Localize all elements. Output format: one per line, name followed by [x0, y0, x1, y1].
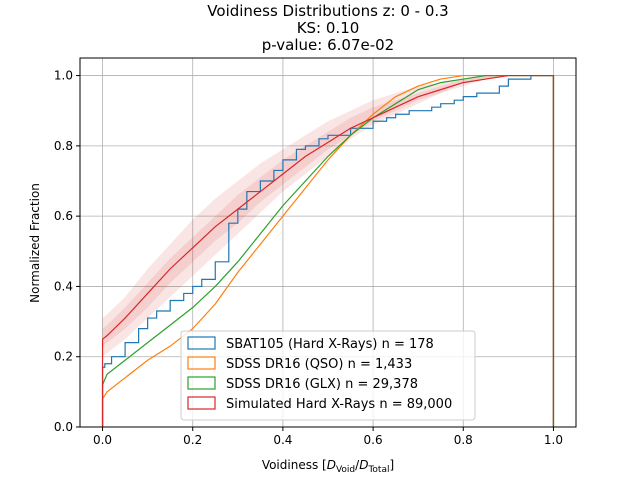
chart-title: Voidiness Distributions z: 0 - 0.3 KS: 0… [207, 2, 448, 54]
x-tick-label-3: 0.6 [364, 433, 383, 447]
legend-label-0: SBAT105 (Hard X-Rays) n = 178 [226, 337, 434, 352]
legend: SBAT105 (Hard X-Rays) n = 178 SDSS DR16 (… [180, 330, 476, 421]
confidence-band [102, 75, 554, 357]
x-tick-label-2: 0.4 [273, 433, 292, 447]
y-axis-ticks: 0.0 0.2 0.4 0.6 0.8 1.0 [54, 69, 80, 434]
series-line-3 [101, 74, 555, 427]
y-axis-label: Normalized Fraction [28, 183, 42, 303]
legend-box [180, 330, 476, 421]
y-tick-label-3: 0.6 [54, 209, 73, 223]
x-axis-label-slash: / [355, 458, 360, 472]
y-tick-label-0: 0.0 [54, 420, 73, 434]
series-lines [101, 74, 555, 427]
x-axis-label-num-sub: Void [336, 465, 355, 475]
title-line-3: p-value: 6.07e-02 [262, 36, 394, 54]
title-line-1: Voidiness Distributions z: 0 - 0.3 [207, 2, 448, 20]
x-tick-label-5: 1.0 [544, 433, 563, 447]
x-axis-ticks: 0.0 0.2 0.4 0.6 0.8 1.0 [93, 427, 563, 447]
plot-frame [79, 57, 577, 428]
legend-label-2: SDSS DR16 (GLX) n = 29,378 [226, 377, 418, 392]
series-line-0 [101, 74, 555, 427]
legend-swatch-3 [187, 396, 216, 410]
x-axis-label-prefix: Voidiness [ [262, 458, 327, 472]
y-tick-label-4: 0.8 [54, 139, 73, 153]
x-tick-label-0: 0.0 [93, 433, 112, 447]
band-outer [102, 75, 554, 357]
title-line-2: KS: 0.10 [297, 19, 360, 37]
series-line-2 [101, 74, 555, 427]
x-axis-label-den-sub: Total [367, 465, 389, 475]
legend-label-1: SDSS DR16 (QSO) n = 1,433 [226, 357, 412, 372]
x-axis-label-den: D [359, 458, 368, 472]
x-axis-label: Voidiness [DVoid/DTotal] [262, 458, 394, 475]
y-tick-label-2: 0.4 [54, 279, 73, 293]
legend-swatch-2 [187, 376, 216, 390]
legend-swatch-0 [187, 336, 216, 350]
legend-swatch-1 [187, 356, 216, 370]
x-tick-label-4: 0.8 [454, 433, 473, 447]
x-axis-label-num: D [327, 458, 336, 472]
legend-label-3: Simulated Hard X-Rays n = 89,000 [226, 397, 452, 412]
y-tick-label-1: 0.2 [54, 350, 73, 364]
y-tick-label-5: 1.0 [54, 69, 73, 83]
x-axis-label-suffix: ] [389, 458, 394, 472]
x-tick-label-1: 0.2 [183, 433, 202, 447]
